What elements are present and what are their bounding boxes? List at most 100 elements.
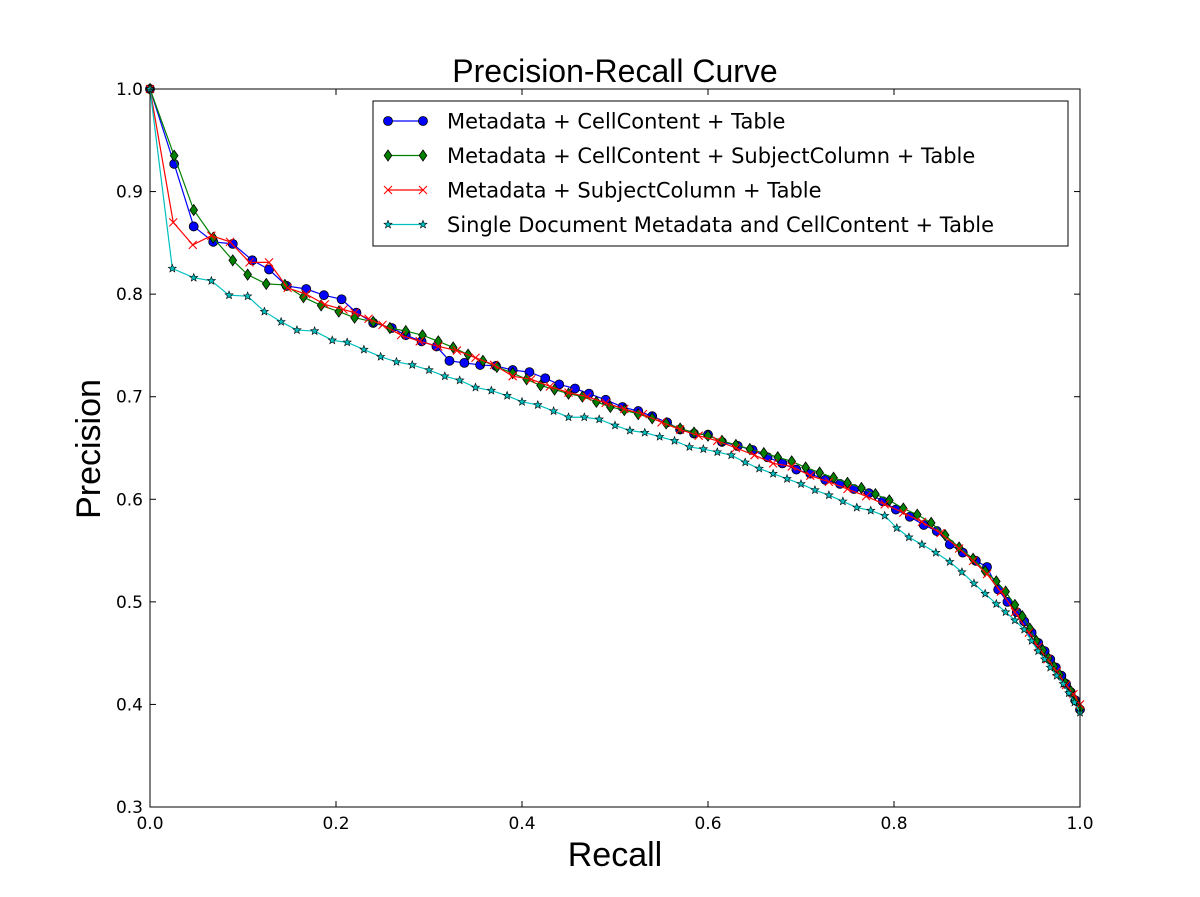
data-point	[396, 330, 406, 340]
data-point	[931, 547, 941, 557]
data-point	[301, 289, 311, 299]
data-point	[570, 383, 580, 394]
data-point	[824, 490, 834, 500]
data-point	[661, 417, 671, 430]
legend-label: Metadata + CellContent + SubjectColumn +…	[447, 144, 975, 168]
data-point	[261, 277, 271, 291]
data-point	[452, 346, 462, 355]
data-point	[815, 466, 824, 479]
series-3	[145, 84, 1085, 709]
y-tick-label: 0.3	[116, 798, 143, 818]
series-line	[149, 88, 1081, 709]
data-point	[843, 484, 852, 494]
data-point	[810, 485, 820, 495]
data-point	[228, 254, 238, 267]
data-point	[245, 257, 254, 267]
data-point	[980, 588, 990, 598]
x-tick-label: 0.0	[136, 814, 163, 834]
data-point	[926, 516, 936, 530]
y-tick-label: 1.0	[116, 80, 143, 100]
data-point	[852, 502, 862, 512]
data-point	[601, 398, 611, 408]
data-point	[731, 443, 741, 453]
data-point	[320, 300, 330, 309]
data-point	[857, 481, 866, 495]
data-point	[264, 257, 274, 267]
data-point	[892, 522, 902, 533]
data-point	[639, 427, 650, 437]
data-point	[669, 435, 680, 445]
data-point	[533, 399, 543, 409]
data-point	[225, 237, 235, 247]
legend-label: Single Document Metadata and CellContent…	[447, 213, 994, 237]
data-point	[968, 552, 978, 565]
data-point	[1019, 624, 1029, 634]
data-point	[206, 231, 216, 241]
data-point	[917, 517, 927, 527]
data-point	[540, 373, 551, 384]
data-point	[167, 263, 178, 273]
legend-marker	[418, 149, 428, 162]
data-point	[391, 356, 402, 366]
data-point	[378, 320, 387, 330]
data-point	[805, 471, 815, 481]
data-point	[276, 316, 286, 326]
data-point	[796, 478, 806, 488]
legend-marker	[383, 149, 393, 162]
data-point	[1045, 662, 1056, 672]
legend-item: Metadata + CellContent + SubjectColumn +…	[383, 144, 975, 168]
data-point	[1010, 607, 1020, 617]
legend-marker	[418, 219, 428, 229]
data-point	[945, 556, 955, 566]
y-tick-label: 0.7	[116, 388, 143, 408]
data-point	[433, 342, 443, 351]
data-point	[917, 539, 927, 549]
y-tick-label: 0.5	[116, 593, 143, 613]
data-series	[145, 82, 1085, 717]
data-point	[968, 556, 978, 566]
data-point	[712, 447, 723, 457]
data-point	[1039, 654, 1050, 664]
data-point	[407, 359, 418, 369]
data-point	[954, 544, 964, 553]
x-tick-label: 0.2	[322, 814, 349, 834]
data-point	[879, 510, 890, 520]
legend-box	[372, 100, 1069, 247]
data-point	[418, 328, 427, 342]
data-point	[350, 308, 359, 317]
legend: Metadata + CellContent + Table Metadata +…	[372, 100, 1069, 247]
data-point	[444, 355, 455, 366]
data-point	[1010, 615, 1020, 625]
data-point	[824, 477, 834, 487]
data-point	[334, 305, 344, 318]
legend-label: Metadata + SubjectColumn + Table	[447, 179, 822, 203]
data-point	[982, 569, 992, 579]
data-point	[1064, 688, 1074, 698]
data-point	[731, 438, 741, 452]
data-point	[865, 505, 876, 515]
data-point	[486, 385, 497, 395]
legend-item: Single Document Metadata and CellContent…	[383, 213, 994, 237]
data-point	[415, 336, 425, 346]
data-point	[579, 412, 590, 422]
data-point	[1058, 678, 1069, 688]
data-point	[1038, 643, 1048, 657]
data-point	[563, 412, 574, 422]
data-point	[440, 371, 450, 381]
data-point	[1000, 607, 1011, 617]
data-point	[838, 496, 848, 506]
data-point	[470, 382, 481, 392]
axis-ticks: 0.0 0.2 0.4 0.6 0.8 1.0 0.3 0.4 0.5 0.6 0.7 0.8 0.9 1…	[116, 80, 1094, 834]
data-point	[339, 305, 348, 314]
chart-title: Precision-Recall Curve	[452, 53, 777, 89]
data-point	[342, 337, 352, 347]
data-point	[364, 314, 373, 324]
data-point	[787, 462, 797, 471]
data-point	[259, 306, 270, 316]
data-point	[1069, 697, 1080, 707]
data-point	[508, 371, 518, 381]
data-point	[283, 283, 293, 293]
data-point	[754, 463, 764, 473]
legend-label: Metadata + CellContent + Table	[447, 110, 785, 134]
